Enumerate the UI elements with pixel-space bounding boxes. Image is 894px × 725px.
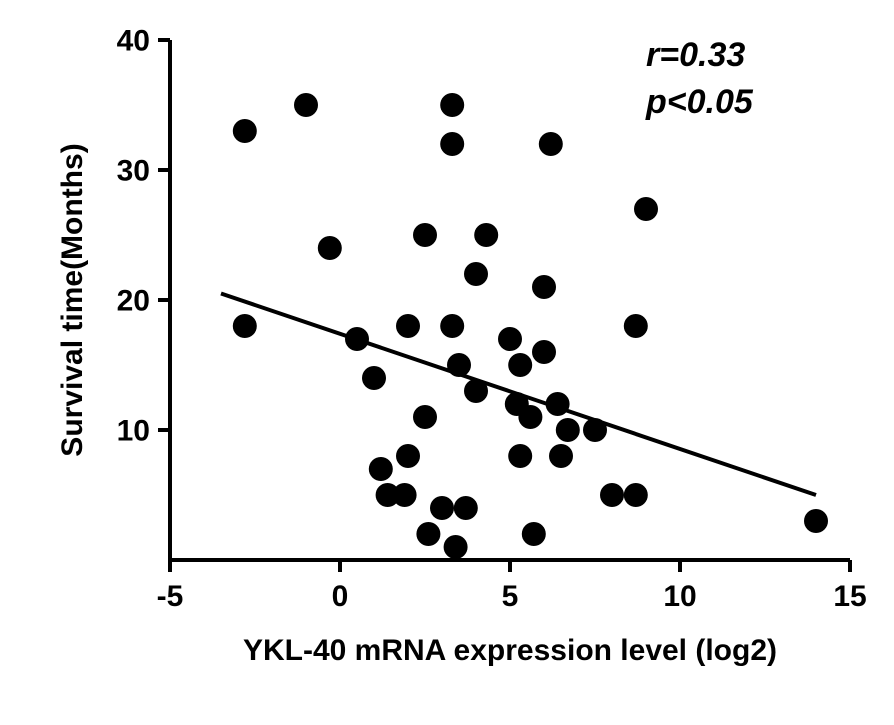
data-point [396, 314, 420, 338]
scatter-chart: -5 0 5 10 15 10 20 30 40 YKL-40 mRNA expression l… [0, 0, 894, 725]
y-tick-label: 40 [117, 25, 150, 58]
data-point [518, 405, 542, 429]
data-point [440, 93, 464, 117]
data-point [430, 496, 454, 520]
data-point [440, 132, 464, 156]
data-point [624, 314, 648, 338]
data-point [396, 444, 420, 468]
data-point [294, 93, 318, 117]
data-point [464, 379, 488, 403]
data-point [233, 314, 257, 338]
data-point [464, 262, 488, 286]
data-point [454, 496, 478, 520]
data-point [634, 197, 658, 221]
data-point [369, 457, 393, 481]
data-point [444, 535, 468, 559]
y-tick-label: 30 [117, 155, 150, 188]
chart-container: -5 0 5 10 15 10 20 30 40 YKL-40 mRNA expression l… [0, 0, 894, 725]
data-point [532, 275, 556, 299]
data-point [413, 223, 437, 247]
data-point [318, 236, 342, 260]
data-point [556, 418, 580, 442]
stat-r: r=0.33 [646, 36, 745, 74]
data-point [416, 522, 440, 546]
y-tick-label: 10 [117, 415, 150, 448]
x-tick-label: 15 [833, 580, 866, 613]
data-point [345, 327, 369, 351]
x-tick-label: 5 [502, 580, 519, 613]
data-point [440, 314, 464, 338]
x-axis-label: YKL-40 mRNA expression level (log2) [243, 634, 777, 667]
data-point [447, 353, 471, 377]
data-point [539, 132, 563, 156]
data-point [362, 366, 386, 390]
x-tick-label: -5 [157, 580, 184, 613]
y-axis-label: Survival time(Months) [56, 143, 89, 456]
data-point [393, 483, 417, 507]
data-point [522, 522, 546, 546]
x-tick-label: 0 [332, 580, 349, 613]
data-point [508, 353, 532, 377]
data-point [474, 223, 498, 247]
x-tick-label: 10 [663, 580, 696, 613]
data-point [600, 483, 624, 507]
data-point [498, 327, 522, 351]
data-point [508, 444, 532, 468]
y-tick-label: 20 [117, 285, 150, 318]
stat-p: p<0.05 [645, 83, 754, 121]
data-point [583, 418, 607, 442]
data-point [233, 119, 257, 143]
data-point [549, 444, 573, 468]
data-point [532, 340, 556, 364]
data-point [804, 509, 828, 533]
data-point [546, 392, 570, 416]
data-point [624, 483, 648, 507]
data-point [413, 405, 437, 429]
